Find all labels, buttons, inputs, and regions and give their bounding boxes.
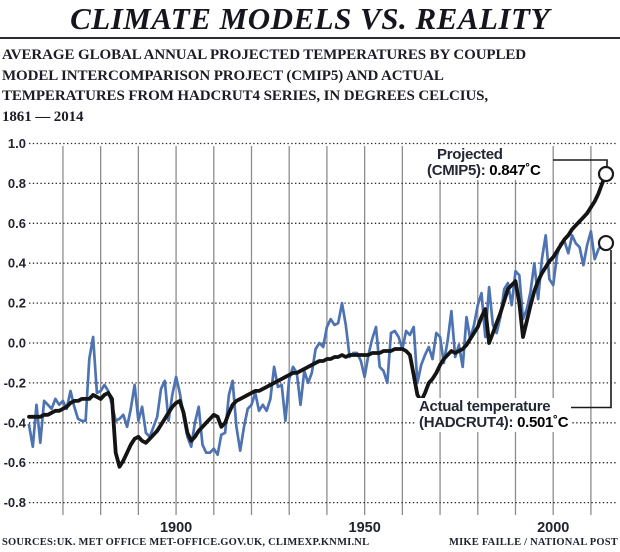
page-title: CLIMATE MODELS VS. REALITY [70, 1, 550, 36]
x-axis-label-1900: 1900 [160, 520, 192, 536]
y-axis-label--0.4: -0.4 [4, 415, 27, 430]
projected-detail-prefix: (CMIP5): [427, 162, 490, 179]
actual-detail: (HADCRUT4): 0.501˚C [419, 414, 569, 431]
actual-detail-prefix: (HADCRUT4): [419, 414, 518, 431]
projected-label: Projected [437, 146, 503, 163]
x-axis-label-1950: 1950 [349, 520, 381, 536]
x-axis-label-2000: 2000 [537, 520, 569, 536]
y-axis-label-0.2: 0.2 [8, 296, 26, 311]
series-line-projected-cmip5- [27, 172, 608, 469]
projected-callout-line [553, 159, 608, 168]
end-marker-projected-cmip5- [597, 165, 615, 183]
subtitle-line-4: 1861 — 2014 [2, 108, 84, 125]
projected-detail: (CMIP5): 0.847˚C [427, 163, 541, 179]
title-divider [0, 37, 620, 39]
y-axis-label-0: 0.0 [8, 336, 26, 351]
actual-label: Actual temperature [419, 398, 551, 415]
credit-text: MIKE FAILLE / NATIONAL POST [449, 537, 618, 548]
subtitle-line-3: TEMPERATURES FROM HADCRUT4 SERIES, IN DE… [2, 88, 489, 104]
actual-callout-line [560, 250, 612, 409]
actual-value: 0.501˚C [517, 414, 569, 431]
projected-value: 0.847˚C [489, 162, 541, 179]
sources-text: SOURCES:UK. MET OFFICE MET-OFFICE.GOV.UK… [2, 537, 370, 548]
y-axis-label-0.8: 0.8 [8, 176, 26, 191]
annotation-actual: Actual temperature (HADCRUT4): 0.501˚C [416, 398, 572, 432]
subtitle-line-1: AVERAGE GLOBAL ANNUAL PROJECTED TEMPERAT… [2, 47, 527, 63]
series-line-actual-hadcrut4- [27, 229, 608, 457]
subtitle-line-2: MODEL INTERCOMPARISON PROJECT (CMIP5) AN… [2, 67, 444, 84]
y-axis-label-1: 1.0 [8, 136, 26, 151]
footer: SOURCES:UK. MET OFFICE MET-OFFICE.GOV.UK… [2, 536, 618, 550]
annotation-projected: Projected (CMIP5): 0.847˚C [424, 146, 544, 180]
end-marker-actual-hadcrut4- [597, 234, 615, 252]
y-axis-label--0.6: -0.6 [4, 455, 26, 470]
chart-subtitle: AVERAGE GLOBAL ANNUAL PROJECTED TEMPERAT… [2, 45, 526, 127]
y-axis-label--0.2: -0.2 [4, 375, 26, 390]
y-axis-label--0.8: -0.8 [4, 495, 26, 510]
y-axis-label-0.6: 0.6 [8, 216, 26, 231]
y-axis-label-0.4: 0.4 [8, 256, 27, 271]
